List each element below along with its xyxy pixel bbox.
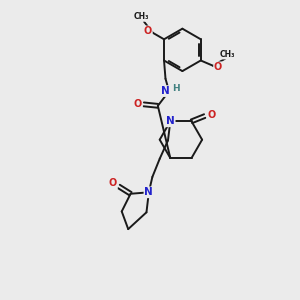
Text: CH₃: CH₃ — [220, 50, 236, 59]
Text: O: O — [214, 62, 222, 72]
Text: O: O — [144, 26, 152, 36]
Text: N: N — [161, 86, 170, 96]
Text: O: O — [109, 178, 117, 188]
Text: H: H — [172, 84, 179, 93]
Text: O: O — [134, 99, 142, 109]
Text: N: N — [144, 187, 153, 197]
Text: N: N — [166, 116, 175, 126]
Text: CH₃: CH₃ — [133, 12, 149, 21]
Text: O: O — [207, 110, 215, 120]
